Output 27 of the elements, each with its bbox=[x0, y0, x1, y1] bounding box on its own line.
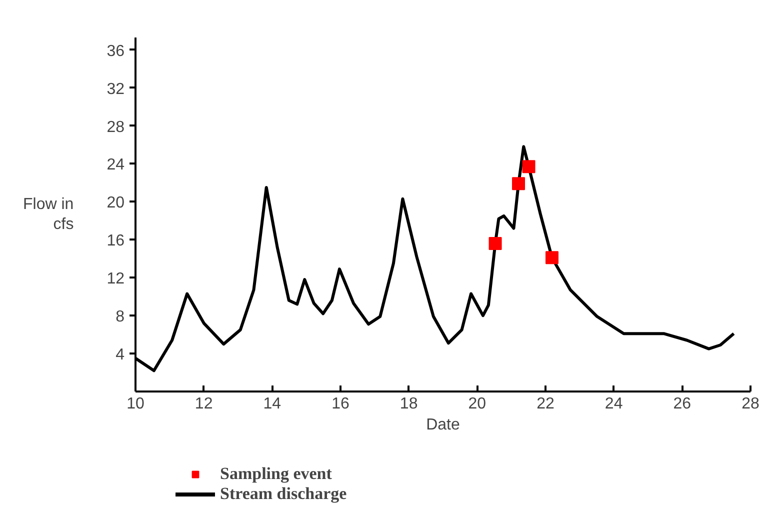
point bbox=[512, 177, 526, 190]
legend-label: Stream discharge bbox=[220, 484, 347, 504]
point bbox=[522, 160, 536, 174]
x-tick-label: 12 bbox=[194, 396, 213, 412]
point bbox=[545, 251, 558, 264]
y-tick-label: 12 bbox=[106, 270, 125, 288]
y-axis-title: Flow in cfs bbox=[23, 196, 74, 234]
y-tick-label: 32 bbox=[106, 80, 125, 98]
x-tick-label: 28 bbox=[742, 396, 760, 412]
x-tick-label: 20 bbox=[468, 396, 486, 412]
x-tick-label: 16 bbox=[332, 396, 350, 412]
y-tick-label: 16 bbox=[106, 232, 125, 250]
y-tick-label: 24 bbox=[106, 156, 125, 174]
point bbox=[488, 236, 502, 250]
x-tick-label: 24 bbox=[604, 396, 623, 412]
x-axis-title: Date bbox=[426, 416, 460, 434]
x-tick-label: 10 bbox=[126, 396, 144, 412]
y-tick-label: 8 bbox=[116, 308, 125, 326]
x-tick-label: 14 bbox=[263, 396, 282, 412]
y-tick-label: 4 bbox=[116, 346, 125, 364]
y-tick-label: 28 bbox=[106, 118, 125, 136]
y-tick-label: 36 bbox=[106, 42, 125, 60]
x-tick-label: 22 bbox=[536, 396, 554, 412]
y-tick-label: 20 bbox=[106, 194, 125, 212]
x-tick-label: 18 bbox=[400, 396, 418, 412]
x-tick-label: 26 bbox=[673, 396, 692, 412]
legend-label: Sampling event bbox=[220, 464, 332, 484]
